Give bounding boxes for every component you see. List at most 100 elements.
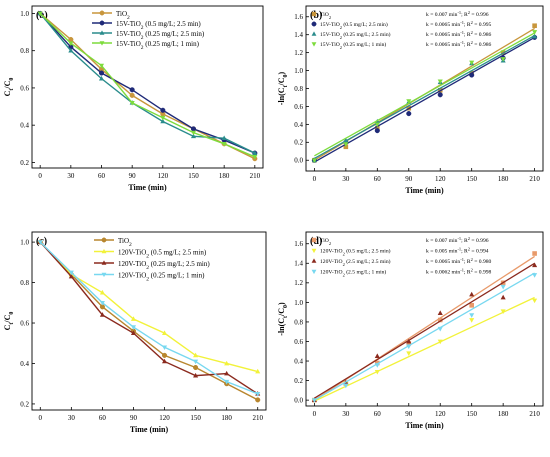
series-line — [39, 12, 256, 158]
data-point — [437, 92, 443, 98]
x-tick-label: 30 — [342, 410, 350, 418]
y-axis-title: -ln(Ct/C0) — [277, 302, 289, 336]
series-line — [39, 241, 259, 401]
data-point — [532, 23, 537, 29]
legend-rate-constant: k = 0.0065 min-1; R2 = 0.995 — [426, 20, 492, 29]
legend-swatch-marker — [101, 248, 107, 254]
fit-line — [314, 32, 535, 157]
data-point — [130, 316, 136, 321]
legend-rate-constant: k = 0.0065 min-1; R2 = 0.980 — [426, 257, 492, 266]
data-point — [255, 368, 261, 374]
legend-entry: TiO2 — [118, 237, 132, 248]
data-point — [532, 33, 538, 39]
data-point — [255, 397, 261, 403]
data-point — [98, 75, 105, 81]
y-tick-label: 1.0 — [294, 67, 303, 75]
y-tick-label: 1.6 — [294, 13, 303, 21]
legend: TiO2 k = 0.007 min-1; R2 = 0.996 15V-TiO2 … — [311, 10, 492, 50]
y-tick-label: 1.0 — [20, 239, 29, 247]
data-point — [221, 135, 227, 141]
legend-entry: 120V-TiO2 (0.25 mg/L; 1 min) — [118, 271, 205, 282]
x-tick-label: 30 — [342, 175, 350, 183]
y-axis-title: Ct/C0 — [3, 78, 15, 97]
data-point — [190, 133, 197, 139]
fit-line — [314, 35, 535, 160]
data-point — [311, 398, 317, 403]
y-tick-label: 1.2 — [294, 49, 303, 57]
legend: TiO2 k = 0.007 min-1; R2 = 0.996 120V-TiO2… — [311, 236, 492, 277]
x-tick-label: 0 — [313, 410, 317, 418]
data-point — [37, 11, 43, 17]
x-tick-label: 210 — [529, 410, 540, 418]
legend-swatch-marker — [311, 258, 317, 263]
data-point — [129, 87, 135, 93]
panel-d: 0 30 60 90 120 150 180 210 0.0 0.2 0.4 0.6 0.8 1.0 1.2… — [277, 231, 544, 430]
data-point — [162, 330, 168, 335]
fit-line — [314, 296, 535, 402]
x-tick-label: 120 — [435, 410, 446, 418]
data-point — [221, 141, 227, 147]
legend-entry: 15V-TiO2 (0.25 mg/L; 1 min) — [320, 41, 386, 50]
legend-rate-constant: k = 0.0062 min-1; R2 = 0.998 — [426, 267, 492, 276]
data-point — [532, 298, 538, 304]
data-point — [162, 358, 168, 364]
x-axis-title: Time (min) — [130, 425, 169, 434]
y-tick-label: 0.8 — [20, 47, 29, 55]
data-point — [374, 353, 380, 358]
data-point — [37, 240, 43, 245]
y-tick-label: 0.2 — [20, 159, 29, 167]
data-point — [374, 369, 380, 375]
data-point — [193, 372, 199, 378]
data-point — [343, 137, 349, 143]
legend-swatch-marker — [311, 21, 317, 27]
legend-entry: 15V-TiO2 (0.25 mg/L; 2.5 min) — [116, 30, 205, 41]
data-point — [437, 326, 443, 332]
legend-swatch-marker — [311, 42, 317, 47]
data-point — [130, 325, 136, 330]
y-tick-label: 1.4 — [294, 260, 303, 268]
data-point — [193, 364, 199, 371]
legend-rate-constant: k = 0.0065 min-1; R2 = 0.986 — [426, 30, 492, 39]
y-tick-label: 1.0 — [294, 299, 303, 307]
data-point — [437, 79, 443, 85]
x-tick-label: 30 — [68, 414, 76, 422]
data-point — [375, 125, 380, 131]
data-point — [469, 72, 475, 78]
legend-swatch-marker — [311, 237, 317, 243]
data-point — [532, 273, 538, 278]
legend-rate-constant: k = 0.007 min-1; R2 = 0.996 — [426, 236, 489, 245]
fit-line — [314, 272, 535, 401]
x-tick-label: 0 — [38, 172, 42, 180]
legend-entry: TiO2 — [320, 12, 331, 20]
x-tick-label: 30 — [67, 172, 75, 180]
data-point — [469, 303, 474, 308]
legend-rate-constant: k = 0.0065 min-1; R2 = 0.986 — [426, 40, 492, 49]
x-tick-label: 120 — [158, 172, 169, 180]
legend-entry: 120V-TiO2 (0.5 mg/L; 2.5 min) — [320, 248, 391, 257]
fit-line — [314, 36, 535, 163]
legend-entry: 15V-TiO2 (0.5 mg/L; 2.5 min) — [116, 20, 201, 31]
data-point — [224, 370, 230, 376]
series-4 — [37, 240, 261, 397]
data-point — [406, 338, 412, 344]
x-tick-label: 90 — [129, 172, 137, 180]
data-point — [437, 339, 443, 345]
data-point — [343, 142, 349, 147]
legend-swatch-marker — [99, 41, 105, 46]
data-point — [190, 130, 197, 136]
x-tick-label: 210 — [252, 414, 263, 422]
data-point — [406, 351, 412, 356]
plot-frame — [31, 231, 267, 411]
y-tick-label: 0.6 — [294, 338, 303, 346]
data-point — [469, 60, 475, 66]
legend-swatch-marker — [101, 260, 107, 265]
data-point — [99, 289, 105, 295]
y-tick-label: 1.4 — [294, 31, 303, 39]
data-point — [437, 310, 443, 315]
x-axis-title: Time (min) — [405, 421, 444, 430]
data-point — [190, 126, 197, 132]
data-point — [68, 270, 74, 276]
legend-swatch-marker — [311, 31, 317, 36]
y-tick-label: 0.0 — [294, 397, 303, 405]
